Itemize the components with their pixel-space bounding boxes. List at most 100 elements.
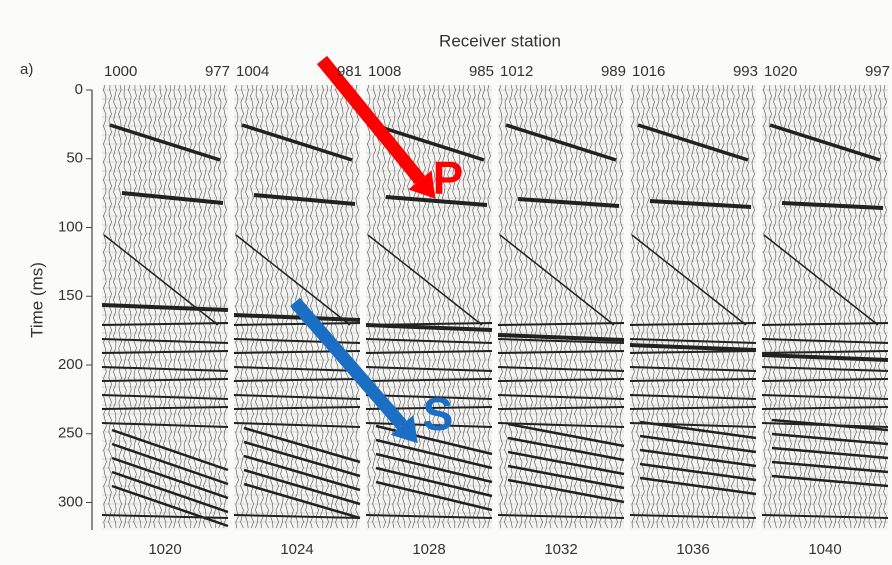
y-tick-label: 250 <box>58 425 83 442</box>
trace <box>499 84 503 529</box>
trace <box>325 84 329 529</box>
reflection <box>109 123 221 162</box>
reflection <box>101 366 229 372</box>
reflection <box>365 350 493 354</box>
reflection <box>101 514 229 519</box>
reflection <box>111 456 229 500</box>
trace <box>457 84 461 529</box>
reflection <box>771 432 889 446</box>
top-label: 997 <box>865 63 890 80</box>
reflection <box>761 366 889 372</box>
trace <box>350 84 354 529</box>
trace <box>559 84 563 529</box>
reflection <box>243 440 361 478</box>
reflection <box>639 420 757 440</box>
trace <box>447 84 451 529</box>
trace <box>372 84 376 529</box>
reflection <box>101 406 229 410</box>
trace <box>701 84 705 529</box>
reflection <box>761 378 889 382</box>
reflection <box>243 468 361 506</box>
trace <box>706 84 710 529</box>
trace <box>183 84 187 529</box>
reflection <box>375 452 493 484</box>
trace <box>260 84 264 529</box>
reflection <box>639 448 757 468</box>
reflection <box>761 353 889 362</box>
trace <box>798 84 802 529</box>
trace <box>549 84 553 529</box>
reflection <box>769 123 881 162</box>
reflection <box>629 338 757 344</box>
gather-panel <box>629 84 757 530</box>
reflection <box>771 474 889 488</box>
title: Receiver station <box>439 31 561 50</box>
reflection <box>367 234 483 326</box>
reflection <box>781 201 884 210</box>
gather-panel <box>761 84 889 530</box>
trace <box>245 84 249 529</box>
reflection <box>629 406 757 410</box>
reflection <box>761 322 889 326</box>
reflection <box>375 424 493 456</box>
trace <box>721 84 725 529</box>
top-label: 1004 <box>236 63 269 80</box>
reflection <box>375 438 493 470</box>
top-label: 1012 <box>500 63 533 80</box>
reflection <box>101 350 229 354</box>
reflection <box>629 378 757 382</box>
reflection <box>111 470 229 514</box>
reflection <box>629 394 757 400</box>
trace <box>310 84 314 529</box>
top-label: 1008 <box>368 63 401 80</box>
reflection <box>233 394 361 400</box>
reflection <box>629 322 757 326</box>
reflection <box>233 322 361 326</box>
reflection <box>111 428 229 472</box>
reflection <box>365 338 493 344</box>
trace <box>462 84 466 529</box>
trace <box>387 84 391 529</box>
reflection <box>761 514 889 519</box>
top-label: 1020 <box>764 63 797 80</box>
reflection <box>629 514 757 519</box>
reflection <box>373 123 485 162</box>
y-axis-label: Time (ms) <box>27 262 46 338</box>
reflection <box>233 366 361 372</box>
reflection <box>507 422 625 448</box>
trace <box>255 84 259 529</box>
reflection <box>761 406 889 410</box>
reflection <box>637 123 749 162</box>
y-tick-label: 300 <box>58 493 83 510</box>
bottom-label: 1020 <box>148 541 181 558</box>
reflection <box>631 234 747 326</box>
reflection <box>771 418 889 432</box>
gather-panel <box>101 84 229 530</box>
trace <box>250 84 254 529</box>
reflection <box>497 422 625 428</box>
reflection <box>365 514 493 519</box>
trace <box>417 84 421 529</box>
trace <box>656 84 660 529</box>
trace <box>731 84 735 529</box>
reflection <box>761 394 889 400</box>
reflection <box>233 378 361 382</box>
trace <box>746 84 750 529</box>
trace <box>218 84 222 529</box>
annotation-arrowhead <box>408 170 436 199</box>
reflection <box>499 234 615 326</box>
reflection <box>763 234 879 326</box>
trace <box>773 84 777 529</box>
trace <box>614 84 618 529</box>
reflection <box>233 313 361 322</box>
y-tick-label: 150 <box>58 287 83 304</box>
annotation-arrow <box>290 297 407 430</box>
trace <box>188 84 192 529</box>
annotation-arrowhead <box>390 415 418 444</box>
trace <box>198 84 202 529</box>
trace <box>265 84 269 529</box>
bottom-label: 1024 <box>280 541 313 558</box>
trace <box>569 84 573 529</box>
annotation-label: S <box>423 388 454 440</box>
bottom-label: 1032 <box>544 541 577 558</box>
